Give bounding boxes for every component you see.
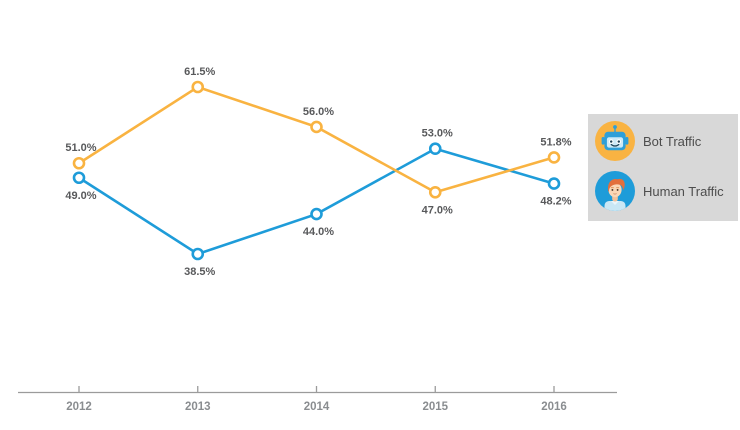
data-point-marker	[72, 156, 86, 170]
x-axis-tick-label: 2012	[66, 401, 92, 413]
legend-item-human: Human Traffic	[595, 171, 724, 211]
data-point-marker	[310, 207, 323, 221]
person-icon	[595, 171, 635, 211]
robot-icon	[595, 121, 635, 161]
data-point-marker	[547, 177, 561, 190]
x-axis-tick-label: 2015	[422, 401, 448, 413]
x-axis-tick-label: 2016	[541, 401, 567, 413]
data-point-label: 53.0%	[422, 128, 453, 140]
data-point-marker	[428, 185, 442, 199]
series-line	[78, 85, 555, 194]
x-axis-tick-label: 2014	[304, 401, 330, 413]
data-point-marker	[191, 247, 205, 261]
chart-legend: Bot Traffic	[588, 114, 738, 221]
series-bot: 51.0% 61.5% 56.0% 47.0% 51.8%	[65, 66, 571, 216]
legend-item-bot: Bot Traffic	[595, 121, 701, 161]
data-point-label: 61.5%	[184, 66, 215, 78]
data-point-label: 44.0%	[303, 226, 334, 238]
data-point-marker	[72, 171, 86, 185]
data-point-label: 56.0%	[303, 106, 334, 118]
data-point-marker	[191, 80, 205, 94]
legend-item-label: Human Traffic	[643, 183, 724, 199]
data-point-marker	[547, 151, 561, 164]
data-point-label: 49.0%	[65, 190, 96, 202]
data-point-label: 51.0%	[65, 142, 96, 154]
data-point-label: 51.8%	[540, 136, 571, 148]
data-point-marker	[310, 120, 323, 134]
data-point-label: 38.5%	[184, 266, 215, 278]
data-point-label: 47.0%	[422, 204, 453, 216]
series-line	[78, 147, 555, 256]
data-point-label: 48.2%	[540, 196, 571, 208]
x-axis-tick-label: 2013	[185, 401, 211, 413]
data-point-marker	[428, 142, 442, 156]
legend-item-label: Bot Traffic	[643, 133, 702, 149]
series-human: 49.0% 38.5% 44.0% 53.0% 48.2%	[65, 128, 571, 278]
